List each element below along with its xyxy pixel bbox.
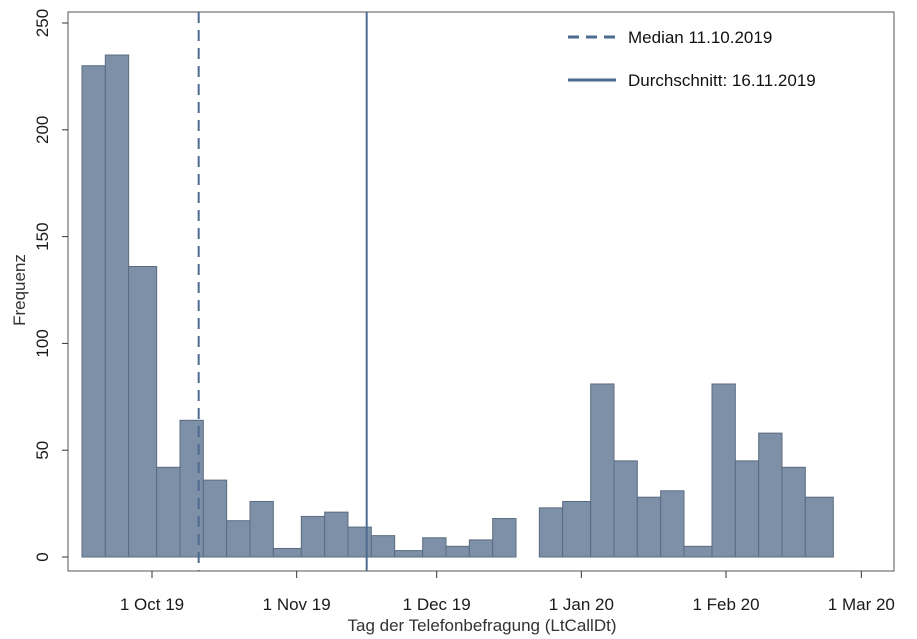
histogram-bar [492,518,517,558]
bars-group [81,54,834,558]
histogram-bar [370,535,396,558]
histogram-bar [104,54,130,558]
histogram-bar [226,520,251,558]
histogram-bar [562,500,592,558]
histogram-bar [202,479,228,558]
histogram-bar [590,383,615,558]
histogram-bar [804,496,834,558]
histogram-bar [81,65,106,558]
histogram-bar [422,537,447,558]
histogram-bar [347,526,372,558]
y-tick-label: 200 [33,116,52,144]
histogram-bar [734,460,760,558]
histogram-bar [272,547,302,558]
histogram-bar [660,490,685,558]
histogram-bar [324,511,349,558]
x-tick-label: 1 Feb 20 [692,595,759,614]
histogram-bar [636,496,662,558]
y-tick-label: 0 [33,552,52,561]
reference-lines-group [197,12,368,571]
x-axis-title: Tag der Telefonbefragung (LtCallDt) [347,616,616,635]
y-tick-label: 100 [33,329,52,357]
histogram-bar [758,432,783,558]
legend-mean-label: Durchschnitt: 16.11.2019 [628,71,816,90]
histogram-bar [468,539,494,558]
histogram-bar [711,383,736,558]
histogram-bar [781,466,806,558]
histogram-bar [613,460,638,558]
y-tick-label: 250 [33,9,52,37]
x-axis: 1 Oct 19 1 Nov 19 1 Dec 19 1 Jan 20 1 Feb 20… [120,571,895,614]
histogram-bar [156,466,181,558]
x-tick-label: 1 Jan 20 [549,595,614,614]
histogram-bar [128,266,158,558]
legend-median-label: Median 11.10.2019 [628,28,772,47]
histogram-bar [538,507,564,558]
x-tick-label: 1 Mar 20 [828,595,895,614]
y-axis-title: Frequenz [10,254,29,326]
y-tick-label: 150 [33,222,52,250]
histogram-bar [683,545,713,558]
histogram-bar [394,550,424,558]
histogram-bar [249,500,274,558]
histogram-bar [445,545,470,558]
y-tick-label: 50 [33,441,52,460]
legend: Median 11.10.2019 Durchschnitt: 16.11.20… [568,28,816,90]
y-axis: 0 50 100 150 200 250 [33,9,68,562]
x-tick-label: 1 Dec 19 [403,595,471,614]
x-tick-label: 1 Oct 19 [120,595,184,614]
histogram-bar [179,419,204,558]
x-tick-label: 1 Nov 19 [263,595,331,614]
histogram-bar [300,515,326,558]
